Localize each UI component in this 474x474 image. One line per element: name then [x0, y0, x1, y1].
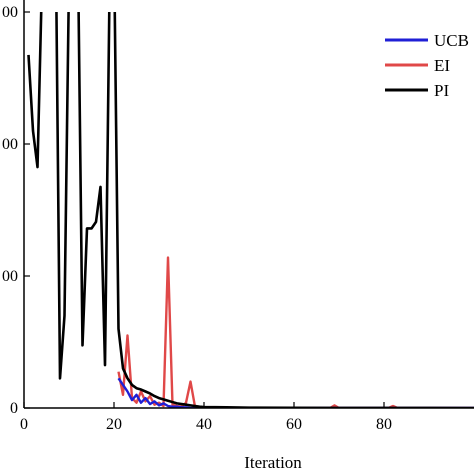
legend-label-ei: EI: [434, 56, 450, 75]
series-line-ei: [117, 256, 474, 408]
y-tick-label: 00: [2, 268, 18, 285]
x-tick-label: 80: [376, 416, 392, 433]
x-axis-label: Iteration: [244, 453, 302, 472]
x-tick-label: 0: [20, 416, 28, 433]
axes: [23, 0, 474, 409]
x-tick-label: 20: [106, 416, 122, 433]
plot-series: [27, 12, 474, 408]
x-tick-label: 40: [196, 416, 212, 433]
y-tick-label: 0: [10, 400, 18, 417]
legend-label-ucb: UCB: [434, 31, 469, 50]
legend-label-pi: PI: [434, 81, 449, 100]
x-tick-label: 60: [286, 416, 302, 433]
y-tick-label: 00: [2, 4, 18, 21]
legend: UCB EI PI: [385, 31, 469, 100]
y-tick-label: 00: [2, 136, 18, 153]
x-ticks: 0 20 40 60 80: [20, 402, 392, 433]
series-line-pi: [27, 12, 474, 408]
series-line-ucb: [117, 377, 474, 408]
